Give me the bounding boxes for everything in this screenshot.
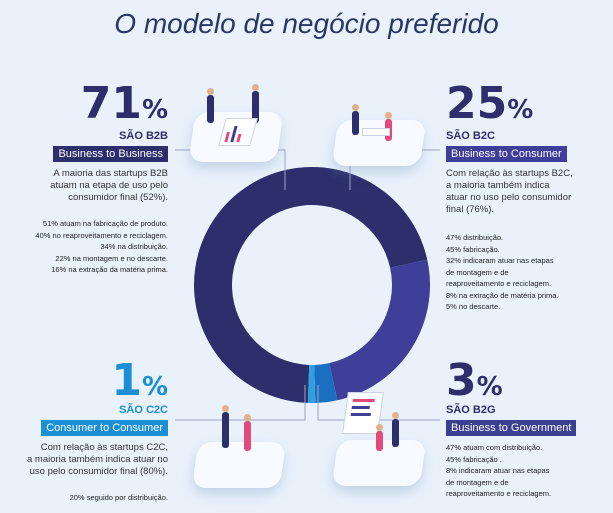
connector-b2g <box>317 385 440 421</box>
c2c-person-icon-2 <box>244 414 251 451</box>
b2c-person-icon <box>352 104 359 135</box>
b2g-label: SÃO B2G <box>446 404 496 416</box>
b2b-tag: Business to Business <box>53 146 168 162</box>
donut-slice-b2b <box>194 167 428 403</box>
c2c-details: 20% seguido por distribuição. <box>69 493 168 502</box>
c2c-description: Com relação às startups C2C, a maioria ta… <box>27 442 168 477</box>
b2b-label: SÃO B2B <box>119 130 168 142</box>
b2c-person-icon-2 <box>385 112 392 141</box>
b2b-description: A maioria das startups B2B atuam na etapa… <box>50 168 168 203</box>
b2c-tag: Business to Consumer <box>446 146 567 162</box>
b2g-person-icon <box>392 412 399 447</box>
b2g-tag: Business to Government <box>446 420 577 436</box>
donut-slice-b2c <box>329 259 430 401</box>
b2c-table-icon <box>362 128 390 136</box>
b2c-details: 47% distribuição. 45% fabricação. 32% indi… <box>446 233 559 311</box>
donut-slice-b2g <box>314 363 338 403</box>
b2g-person-icon-2 <box>376 424 383 451</box>
c2c-percent: 1% <box>111 355 168 406</box>
page-title: O modelo de negócio preferido <box>114 8 499 39</box>
b2c-description: Com relação às startups B2C, a maioria ta… <box>446 168 573 215</box>
connector-c2c <box>175 385 306 421</box>
b2c-label: SÃO B2C <box>446 130 495 142</box>
b2g-details: 47% atuam com distribuição. 45% fabricaçã… <box>446 443 552 498</box>
b2b-details: 51% atuam na fabricação de produto. 40% n… <box>35 219 168 274</box>
c2c-label: SÃO C2C <box>119 404 168 416</box>
b2c-illustration <box>331 120 427 166</box>
b2g-percent: 3% <box>446 355 503 406</box>
c2c-illustration <box>191 442 287 488</box>
b2b-people-icon <box>205 88 214 123</box>
b2b-people-icon-2 <box>252 84 259 123</box>
c2c-person-icon <box>222 405 229 448</box>
donut-chart <box>194 167 430 403</box>
b2b-percent: 71% <box>80 78 168 129</box>
c2c-tag: Consumer to Consumer <box>41 420 168 436</box>
donut-slice-c2c <box>307 364 316 403</box>
b2c-percent: 25% <box>446 78 534 129</box>
